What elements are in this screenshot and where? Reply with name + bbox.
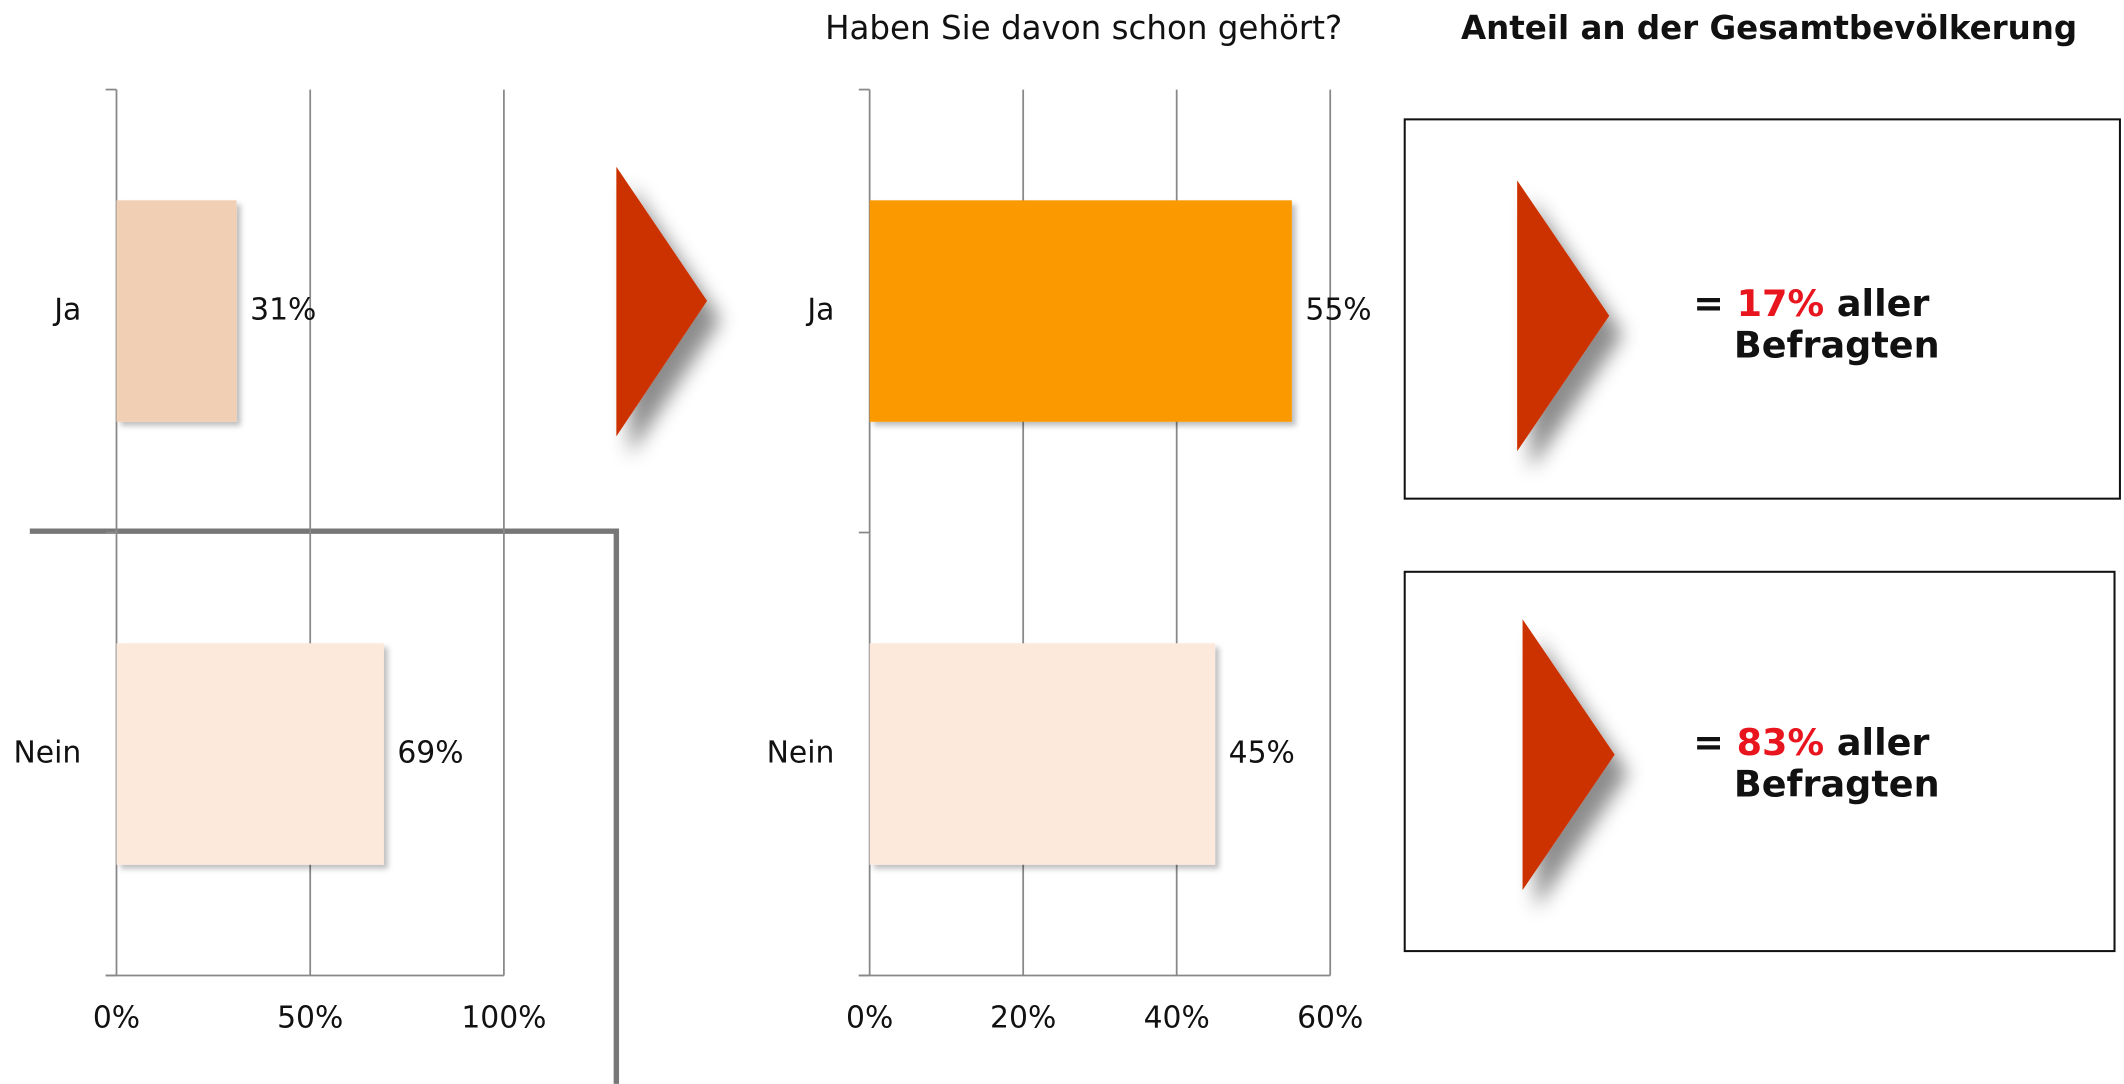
x-tick-label: 20%: [990, 1000, 1056, 1035]
bar: [116, 200, 237, 422]
y-tick-label: Ja: [52, 293, 81, 328]
suffix: aller: [1837, 720, 1930, 763]
share: 17%: [1737, 281, 1825, 324]
arrow: [1522, 619, 1615, 891]
x-tick-label: 50%: [277, 1000, 343, 1035]
x-tick-label: 40%: [1144, 1000, 1210, 1035]
bar: [869, 200, 1292, 422]
chart-title: Haben Sie davon schon gehört?: [825, 9, 1342, 47]
x-tick-label: 0%: [93, 1000, 140, 1035]
y-tick-label: Ja: [805, 293, 834, 328]
data-label: 55%: [1305, 293, 1371, 328]
suffix: aller: [1837, 281, 1930, 324]
arrow: [616, 166, 708, 437]
x-tick-label: 0%: [846, 1000, 893, 1035]
y-tick-label: Nein: [13, 735, 81, 770]
box-text: = 83% aller: [1693, 720, 1929, 763]
arrow: [1517, 180, 1610, 452]
box-text: Befragten: [1734, 762, 1940, 805]
y-tick-label: Nein: [767, 735, 835, 770]
equals: =: [1693, 281, 1724, 324]
box-text: = 17% aller: [1693, 281, 1929, 324]
bar: [869, 643, 1216, 865]
data-label: 31%: [250, 293, 316, 328]
equals: =: [1693, 720, 1724, 763]
share: 83%: [1737, 720, 1825, 763]
box-text: Befragten: [1734, 323, 1940, 366]
data-label: 69%: [397, 735, 463, 770]
x-tick-label: 60%: [1297, 1000, 1363, 1035]
data-label: 45%: [1229, 735, 1295, 770]
x-tick-label: 100%: [461, 1000, 546, 1035]
panel-title: Anteil an der Gesamtbevölkerung: [1461, 9, 2077, 47]
divider: [29, 528, 620, 1084]
bar: [116, 643, 384, 865]
